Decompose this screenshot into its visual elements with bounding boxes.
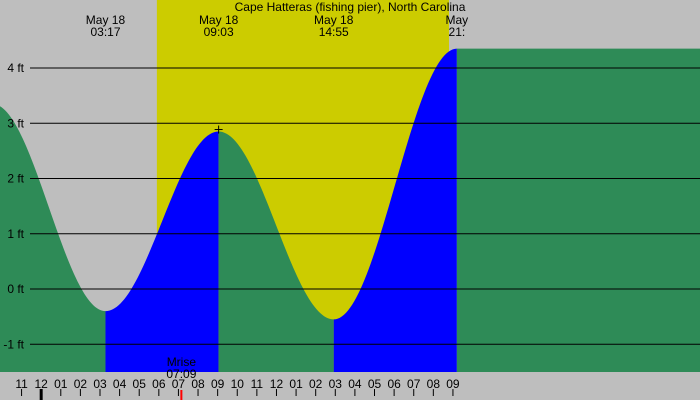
x-tick-layer: 11 12 01 02 03 04 05 06 07 08 09 10 11 12 01 02 03 04 05 06… xyxy=(15,377,460,400)
falling-tide-area xyxy=(456,48,700,372)
y-tick-label: 2 ft xyxy=(7,172,24,186)
y-tick-label: 0 ft xyxy=(7,282,24,296)
x-tick-label: 05 xyxy=(368,377,382,391)
extremum-time: 14:55 xyxy=(319,25,349,39)
falling-tide-area xyxy=(218,131,334,372)
x-tick-label: 03 xyxy=(329,377,343,391)
x-tick-label: 09 xyxy=(211,377,225,391)
x-tick-label: 05 xyxy=(133,377,147,391)
moonrise-label: Mrise xyxy=(167,355,197,369)
x-tick-label: 02 xyxy=(309,377,323,391)
rising-tide-area xyxy=(105,131,219,372)
x-tick-label: 08 xyxy=(427,377,441,391)
tide-area-layer xyxy=(0,48,700,373)
x-tick-label: 12 xyxy=(34,377,48,391)
x-tick-label: 07 xyxy=(172,377,186,391)
extremum-time: 03:17 xyxy=(90,25,120,39)
gridline-layer xyxy=(30,67,700,345)
x-tick-label: 03 xyxy=(93,377,107,391)
extremum-date: May 18 xyxy=(199,13,239,27)
x-tick-label: 04 xyxy=(113,377,127,391)
y-tick-label: -1 ft xyxy=(3,337,24,351)
x-tick-label: 10 xyxy=(231,377,245,391)
extremum-date: May 18 xyxy=(86,13,126,27)
extremum-date: May xyxy=(446,13,469,27)
extremum-time: 21: xyxy=(449,25,466,39)
x-tick-label: 09 xyxy=(446,377,460,391)
x-tick-label: 07 xyxy=(407,377,421,391)
x-tick-label: 08 xyxy=(191,377,205,391)
x-tick-label: 01 xyxy=(54,377,68,391)
x-tick-label: 06 xyxy=(152,377,166,391)
x-tick-label: 04 xyxy=(348,377,362,391)
y-tick-label: 4 ft xyxy=(7,61,24,75)
y-tick-label: 3 ft xyxy=(7,116,24,130)
x-tick-label: 02 xyxy=(74,377,88,391)
x-tick-label: 01 xyxy=(289,377,303,391)
y-tick-layer: 4 ft 3 ft 2 ft 1 ft 0 ft -1 ft xyxy=(3,61,24,351)
extremum-time: 09:03 xyxy=(204,25,234,39)
x-tick-label: 06 xyxy=(387,377,401,391)
x-tick-label: 11 xyxy=(251,377,264,391)
y-tick-label: 1 ft xyxy=(7,227,24,241)
extremum-date: May 18 xyxy=(314,13,354,27)
x-tick-label: 11 xyxy=(15,377,28,391)
moonrise-layer: Mrise 07:09 xyxy=(166,355,197,400)
moonrise-time: 07:09 xyxy=(166,367,196,381)
chart-title: Cape Hatteras (fishing pier), North Caro… xyxy=(235,0,466,14)
falling-tide-area xyxy=(0,106,106,373)
x-tick-label: 12 xyxy=(270,377,284,391)
rising-tide-area xyxy=(333,48,457,372)
